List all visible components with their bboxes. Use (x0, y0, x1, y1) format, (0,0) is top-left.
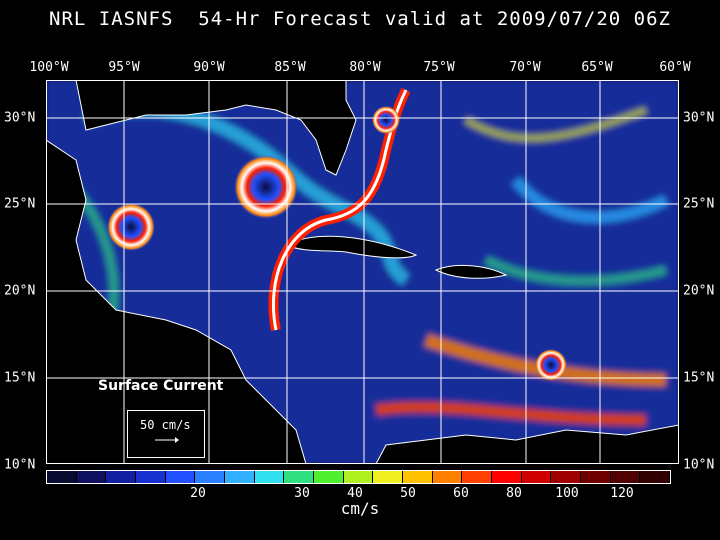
eddy-atlantic (372, 106, 400, 134)
lon-label: 70°W (509, 60, 541, 75)
eddy-caribbean (535, 349, 567, 381)
colorbar (46, 470, 671, 484)
colorbar-tick-label: 50 (400, 486, 416, 501)
colorbar-tick-label: 30 (294, 486, 310, 501)
lat-label: 20°N (4, 283, 36, 299)
colorbar-tick-label: 60 (453, 486, 469, 501)
legend-label: Surface Current (98, 378, 224, 394)
reference-vector-label: 50 cm/s (140, 418, 191, 432)
eddy-gulf-east (234, 155, 298, 219)
map-frame (46, 80, 679, 464)
colorbar-units: cm/s (340, 499, 380, 518)
colorbar-swatch (492, 471, 522, 483)
eddy-gulf-west (107, 203, 155, 251)
reference-vector-box (127, 410, 205, 458)
lat-label: 10°N (4, 457, 36, 473)
colorbar-swatch (581, 471, 611, 483)
colorbar-swatch (521, 471, 552, 483)
lat-label: 15°N (4, 370, 36, 386)
colorbar-swatch (551, 471, 582, 483)
land-mass-central-america (46, 139, 307, 464)
colorbar-swatch (610, 471, 641, 483)
lon-label: 60°W (659, 60, 691, 75)
colorbar-tick-label: 120 (610, 486, 634, 501)
colorbar-tick-label: 40 (347, 486, 363, 501)
colorbar-swatch (314, 471, 344, 483)
lon-label: 85°W (274, 60, 306, 75)
colorbar-swatch (254, 471, 285, 483)
colorbar-swatch (284, 471, 315, 483)
land-mass-south-america (375, 424, 679, 464)
lat-label: 20°N (683, 283, 715, 299)
colorbar-swatch (640, 471, 671, 483)
colorbar-swatch (373, 471, 404, 483)
colorbar-swatch (432, 471, 463, 483)
ocean-current-map (46, 80, 679, 464)
colorbar-swatch (462, 471, 493, 483)
colorbar-swatch (165, 471, 196, 483)
colorbar-tick-label: 80 (506, 486, 522, 501)
lat-label: 25°N (4, 196, 36, 212)
colorbar-swatch (195, 471, 226, 483)
lat-label: 15°N (683, 370, 715, 386)
colorbar-swatch (403, 471, 433, 483)
reference-arrow-icon (155, 437, 179, 443)
colorbar-swatch (343, 471, 374, 483)
colorbar-swatch (136, 471, 166, 483)
lon-label: 100°W (29, 60, 69, 75)
colorbar-swatch (76, 471, 107, 483)
land-mass-florida (75, 80, 357, 176)
figure-title: NRL IASNFS 54-Hr Forecast valid at 2009/… (49, 8, 671, 30)
colorbar-swatch (47, 471, 77, 483)
colorbar-tick-label: 20 (190, 486, 206, 501)
lat-label: 30°N (4, 110, 36, 126)
land-mass-hispaniola (434, 265, 508, 279)
lon-label: 80°W (349, 60, 381, 75)
lon-label: 90°W (193, 60, 225, 75)
lat-label: 10°N (683, 457, 715, 473)
lon-label: 95°W (108, 60, 140, 75)
colorbar-tick-label: 100 (555, 486, 579, 501)
colorbar-swatch (225, 471, 255, 483)
land-mass-cuba (284, 235, 418, 259)
lat-label: 30°N (683, 110, 715, 126)
lat-lon-grid (46, 80, 679, 464)
lon-label: 65°W (581, 60, 613, 75)
lon-label: 75°W (423, 60, 455, 75)
colorbar-swatch (106, 471, 137, 483)
lat-label: 25°N (683, 196, 715, 212)
